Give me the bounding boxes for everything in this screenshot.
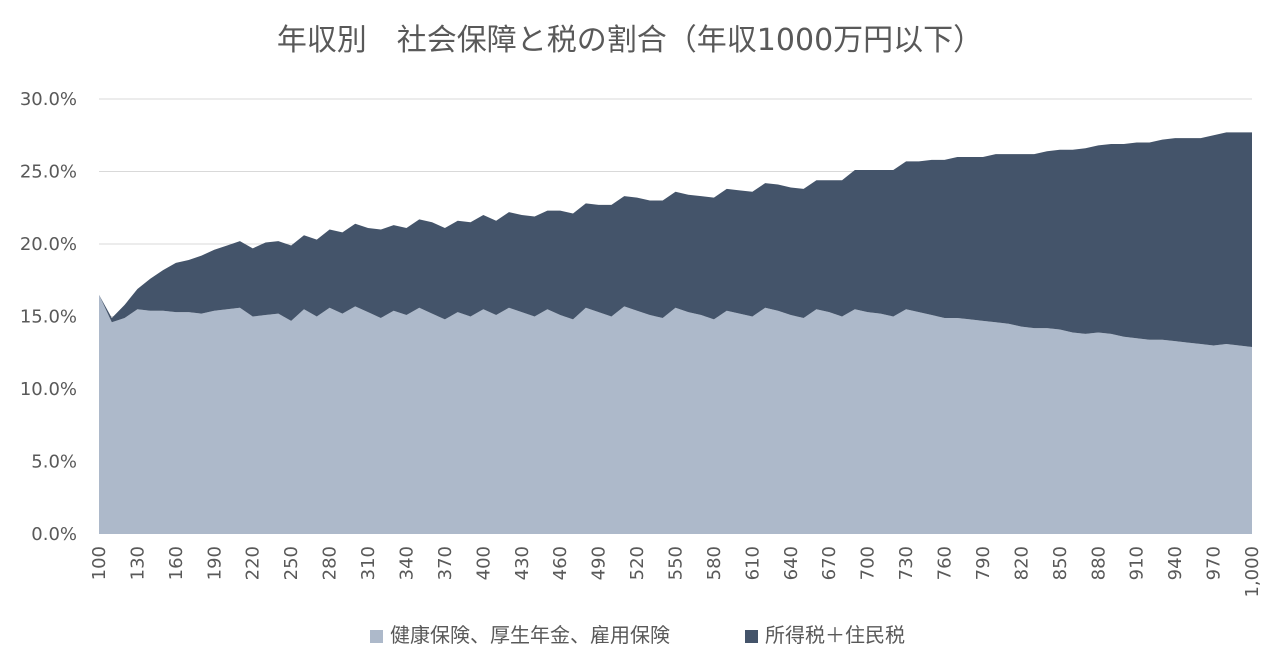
y-tick-label: 20.0% — [20, 234, 77, 255]
x-tick-label: 970 — [1204, 546, 1225, 580]
x-tick-label: 760 — [935, 546, 956, 580]
x-tick-label: 190 — [204, 546, 225, 580]
chart-title: 年収別 社会保障と税の割合（年収1000万円以下） — [277, 23, 983, 58]
x-tick-label: 220 — [243, 546, 264, 580]
x-tick-label: 520 — [627, 546, 648, 580]
x-tick-label: 580 — [704, 546, 725, 580]
x-tick-label: 280 — [320, 546, 341, 580]
x-tick-label: 730 — [896, 546, 917, 580]
legend-swatch — [370, 630, 383, 643]
x-tick-label: 100 — [89, 546, 110, 580]
x-tick-label: 940 — [1165, 546, 1186, 580]
x-tick-label: 370 — [435, 546, 456, 580]
area-series-2 — [99, 132, 1252, 347]
y-tick-label: 30.0% — [20, 89, 77, 110]
x-tick-label: 850 — [1050, 546, 1071, 580]
x-tick-label: 460 — [550, 546, 571, 580]
x-tick-label: 1,000 — [1242, 546, 1263, 598]
x-tick-label: 490 — [589, 546, 610, 580]
x-tick-label: 880 — [1088, 546, 1109, 580]
y-tick-label: 5.0% — [31, 452, 77, 473]
x-tick-label: 130 — [127, 546, 148, 580]
x-tick-label: 700 — [858, 546, 879, 580]
x-tick-label: 670 — [819, 546, 840, 580]
area-layer — [99, 132, 1252, 534]
y-tick-label: 0.0% — [31, 524, 77, 545]
y-tick-label: 15.0% — [20, 307, 77, 328]
x-tick-label: 160 — [166, 546, 187, 580]
x-axis: 100 130 160 190 220 250 280 310 340 370 400 430 460 4… — [89, 546, 1263, 598]
x-tick-label: 430 — [512, 546, 533, 580]
y-axis: 0.0% 5.0% 10.0% 15.0% 20.0% 25.0% 30.0% — [20, 89, 77, 545]
area-series-1 — [99, 294, 1252, 534]
x-tick-label: 310 — [358, 546, 379, 580]
x-tick-label: 340 — [396, 546, 417, 580]
legend: 健康保険、厚生年金、雇用保険 所得税＋住民税 — [370, 623, 905, 647]
legend-label: 健康保険、厚生年金、雇用保険 — [390, 623, 670, 647]
legend-swatch — [745, 630, 758, 643]
y-tick-label: 25.0% — [20, 162, 77, 183]
y-tick-label: 10.0% — [20, 379, 77, 400]
x-tick-label: 820 — [1011, 546, 1032, 580]
x-tick-label: 610 — [742, 546, 763, 580]
x-tick-label: 250 — [281, 546, 302, 580]
x-tick-label: 550 — [666, 546, 687, 580]
x-tick-label: 910 — [1127, 546, 1148, 580]
x-tick-label: 400 — [473, 546, 494, 580]
x-tick-label: 640 — [781, 546, 802, 580]
legend-label: 所得税＋住民税 — [765, 623, 905, 647]
x-tick-label: 790 — [973, 546, 994, 580]
